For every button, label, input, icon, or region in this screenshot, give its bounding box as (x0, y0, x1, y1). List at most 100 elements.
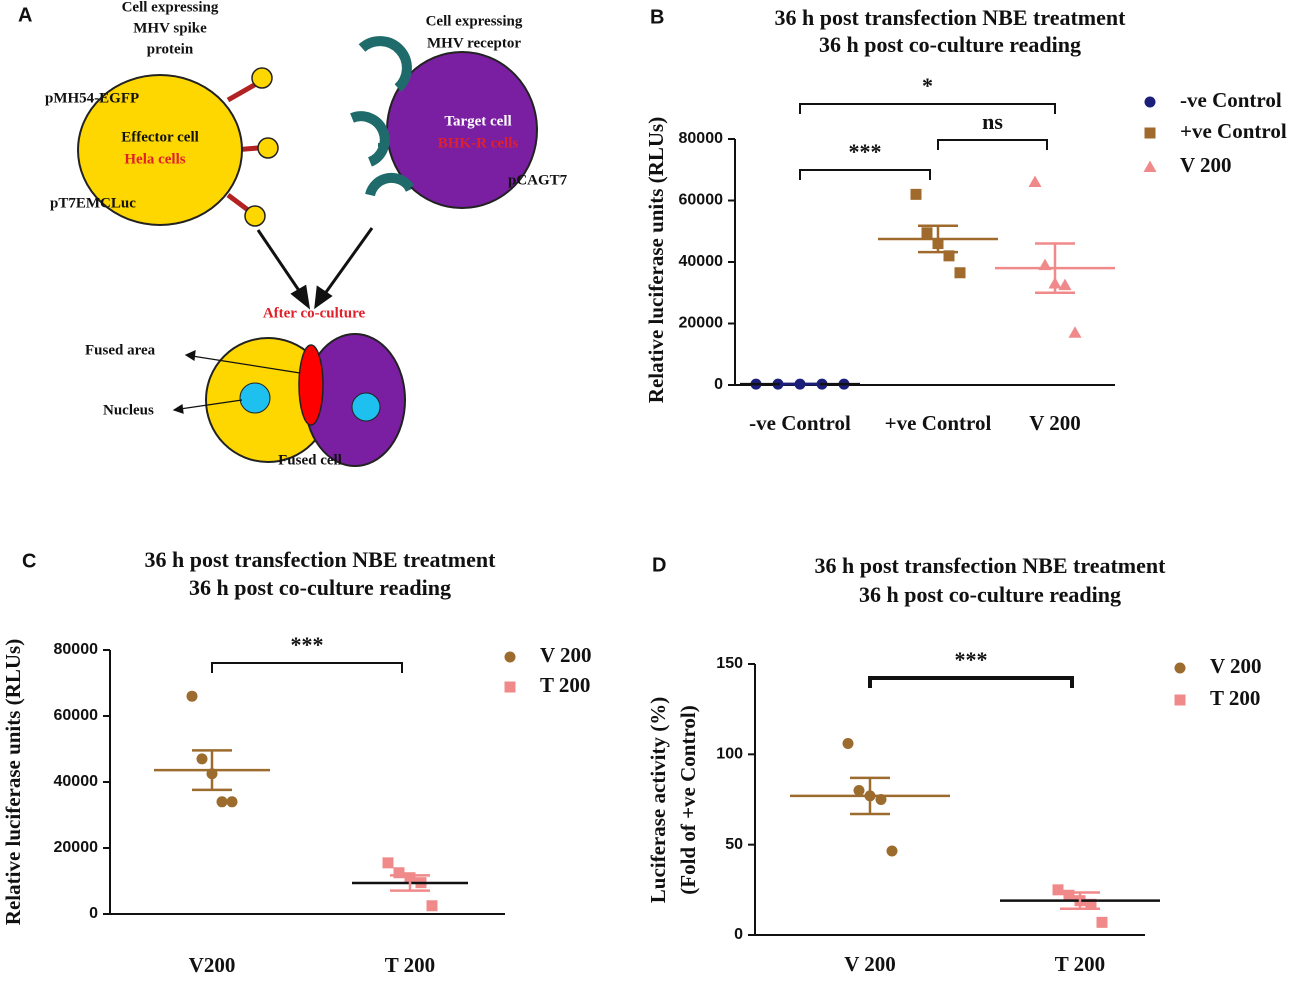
y-tick-label: 50 (725, 836, 743, 853)
point (186, 690, 198, 702)
point (1085, 898, 1097, 910)
point (1144, 127, 1156, 139)
label: Cell expressing (426, 13, 523, 29)
point (1063, 889, 1075, 901)
y-axis-label: (Fold of +ve Control) (676, 705, 700, 894)
point (226, 796, 238, 808)
panel-label: B (650, 6, 664, 28)
chart-title: 36 h post transfection NBE treatment (145, 547, 497, 572)
point (954, 267, 966, 279)
panel-label: A (18, 4, 32, 26)
chart-title: 36 h post co-culture reading (819, 32, 1081, 57)
point (504, 651, 516, 663)
chart: C 36 h post transfection NBE treatment 36 … (1, 547, 592, 977)
y-axis-label: Relative luciferase units (RLUs) (1, 639, 25, 925)
label: Fused area (85, 342, 156, 358)
label: pT7EMCLuc (50, 195, 136, 211)
y-tick-label: 100 (716, 746, 743, 763)
point (426, 900, 438, 912)
arrows (256, 227, 374, 310)
significance-label: * (922, 73, 933, 98)
legend-label: V 200 (1210, 654, 1262, 678)
fused-area (298, 344, 324, 426)
y-tick-label: 80000 (679, 130, 724, 147)
point (382, 857, 394, 869)
point (504, 681, 516, 693)
chart-title: 36 h post transfection NBE treatment (815, 553, 1167, 578)
point (1174, 662, 1186, 674)
label: MHV spike (133, 20, 207, 36)
label: Effector cell (121, 129, 199, 145)
point (1068, 326, 1082, 338)
label: Nucleus (103, 402, 154, 418)
chart-title: 36 h post co-culture reading (859, 582, 1121, 607)
legend-label: V 200 (1180, 153, 1232, 177)
point (842, 737, 854, 749)
label: Fused cell (278, 452, 342, 468)
spike-heads (244, 67, 279, 227)
x-tick-label: V 200 (1029, 411, 1081, 435)
label: After co-culture (263, 305, 366, 321)
point (1143, 160, 1157, 172)
x-tick-label: V 200 (844, 952, 896, 976)
legend-label: +ve Control (1180, 119, 1287, 143)
label: pMH54-EGFP (45, 90, 139, 106)
nucleus (351, 392, 381, 422)
point (853, 784, 865, 796)
x-tick-label: +ve Control (885, 411, 992, 435)
legend-label: T 200 (540, 673, 590, 697)
y-tick-label: 60000 (54, 707, 99, 724)
label: MHV receptor (427, 35, 521, 51)
significance-bracket (799, 169, 931, 180)
point (393, 867, 405, 879)
point (886, 845, 898, 857)
point (921, 227, 933, 239)
label: Target cell (444, 113, 511, 129)
y-tick-label: 40000 (54, 773, 99, 790)
effector-cell (77, 74, 243, 226)
significance-bracket (211, 662, 403, 673)
point (1028, 175, 1042, 188)
chart-title: 36 h post co-culture reading (189, 575, 451, 600)
x-tick-label: V200 (189, 953, 236, 977)
legend-label: V 200 (540, 643, 592, 667)
label: Hela cells (124, 151, 185, 167)
pointers (172, 350, 301, 414)
point (943, 250, 955, 262)
receptors (350, 36, 415, 197)
panel-label: C (22, 550, 36, 572)
y-tick-label: 0 (714, 376, 723, 393)
y-tick-label: 150 (716, 655, 743, 672)
y-tick-label: 0 (89, 905, 98, 922)
label: protein (147, 41, 194, 57)
point (1144, 96, 1156, 108)
y-tick-label: 80000 (54, 641, 99, 658)
point (1096, 916, 1108, 928)
chart: D 36 h post transfection NBE treatment 36 … (646, 553, 1262, 976)
significance-label: *** (849, 139, 882, 164)
point (910, 188, 922, 200)
chart-title: 36 h post transfection NBE treatment (775, 5, 1127, 30)
x-tick-label: T 200 (1055, 952, 1105, 976)
significance-label: *** (291, 632, 324, 657)
y-tick-label: 40000 (679, 253, 724, 270)
significance-bracket (799, 103, 1056, 114)
y-tick-label: 0 (734, 926, 743, 943)
legend-label: T 200 (1210, 686, 1260, 710)
legend-label: -ve Control (1180, 88, 1282, 112)
significance-label: *** (955, 647, 988, 672)
x-tick-label: -ve Control (749, 411, 851, 435)
point (1052, 884, 1064, 896)
significance-bracket (868, 676, 1074, 688)
point (196, 753, 208, 765)
x-tick-label: T 200 (385, 953, 435, 977)
y-axis-label: Luciferase activity (%) (646, 697, 670, 903)
significance-label: ns (982, 109, 1003, 134)
significance-bracket (937, 139, 1048, 150)
point (1174, 694, 1186, 706)
nucleus (239, 382, 271, 414)
chart: B 36 h post transfection NBE treatment36 … (644, 5, 1287, 435)
y-axis-label: Relative luciferase units (RLUs) (644, 117, 668, 403)
label: pCAGT7 (508, 172, 568, 188)
